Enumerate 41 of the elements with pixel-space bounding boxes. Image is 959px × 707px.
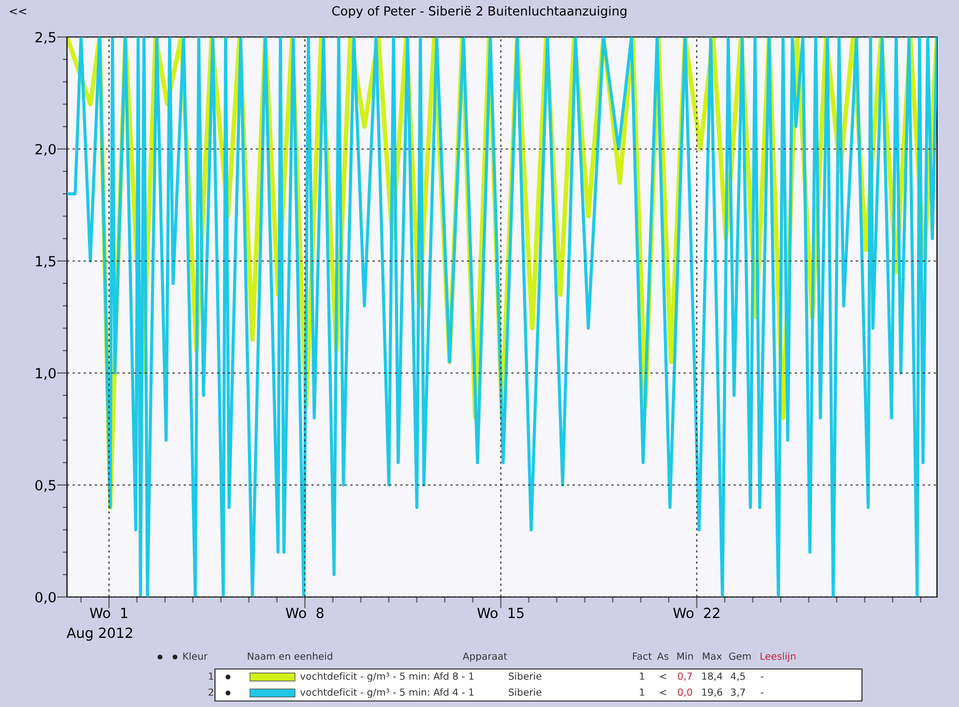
chart-title: Copy of Peter - Siberië 2 Buitenluchtaanzuiging (332, 6, 626, 18)
text: Kleur (183, 652, 208, 660)
text: 0,0 (678, 688, 692, 697)
line-series (67, 37, 937, 597)
y-tick-label: 2,0 (36, 144, 56, 156)
text: 0,7 (678, 672, 692, 681)
y-tick-label: 0,5 (35, 480, 56, 492)
y-tick-label: 1,5 (36, 256, 56, 268)
legend-label: vochtdeficit - g/m³ - 5 min: Afd 8 - 1 (300, 672, 474, 682)
x-tick-label: Wo 8 (286, 608, 324, 618)
text: < (660, 674, 666, 680)
text: 3,7 (731, 688, 745, 697)
y-tick-label: 2,5 (36, 32, 56, 44)
x-tick-label: Wo 22 (673, 608, 720, 618)
text: 4,5 (730, 672, 745, 681)
text: Aug 2012 (66, 628, 132, 641)
text: - (760, 692, 764, 694)
text: Apparaat (462, 652, 508, 662)
text: Fact (633, 652, 652, 660)
text: - (760, 676, 764, 678)
x-tick-label: Wo 15 (477, 608, 524, 618)
x-tick-label: Wo 1 (90, 608, 128, 618)
text: 1 (640, 672, 644, 680)
text: Siberie (508, 672, 542, 680)
text: 19,6 (702, 688, 722, 697)
text: < (660, 690, 666, 696)
text: Min (677, 652, 693, 660)
text: Leeslijn (760, 652, 796, 662)
text: 2 (208, 688, 214, 696)
text: << (10, 8, 26, 15)
text: 1 (640, 688, 644, 696)
text: 1 (208, 672, 214, 680)
text: Naam en eenheid (248, 652, 332, 660)
text: As (657, 652, 668, 660)
y-tick-label: 0,0 (35, 592, 56, 604)
text: 18,4 (702, 672, 722, 681)
text: Siberie (508, 688, 542, 696)
legend-label: vochtdeficit - g/m³ - 5 min: Afd 4 - 1 (300, 688, 474, 698)
text: Gem (729, 652, 751, 660)
y-tick-label: 1,0 (36, 368, 56, 380)
text: Max (702, 652, 722, 660)
